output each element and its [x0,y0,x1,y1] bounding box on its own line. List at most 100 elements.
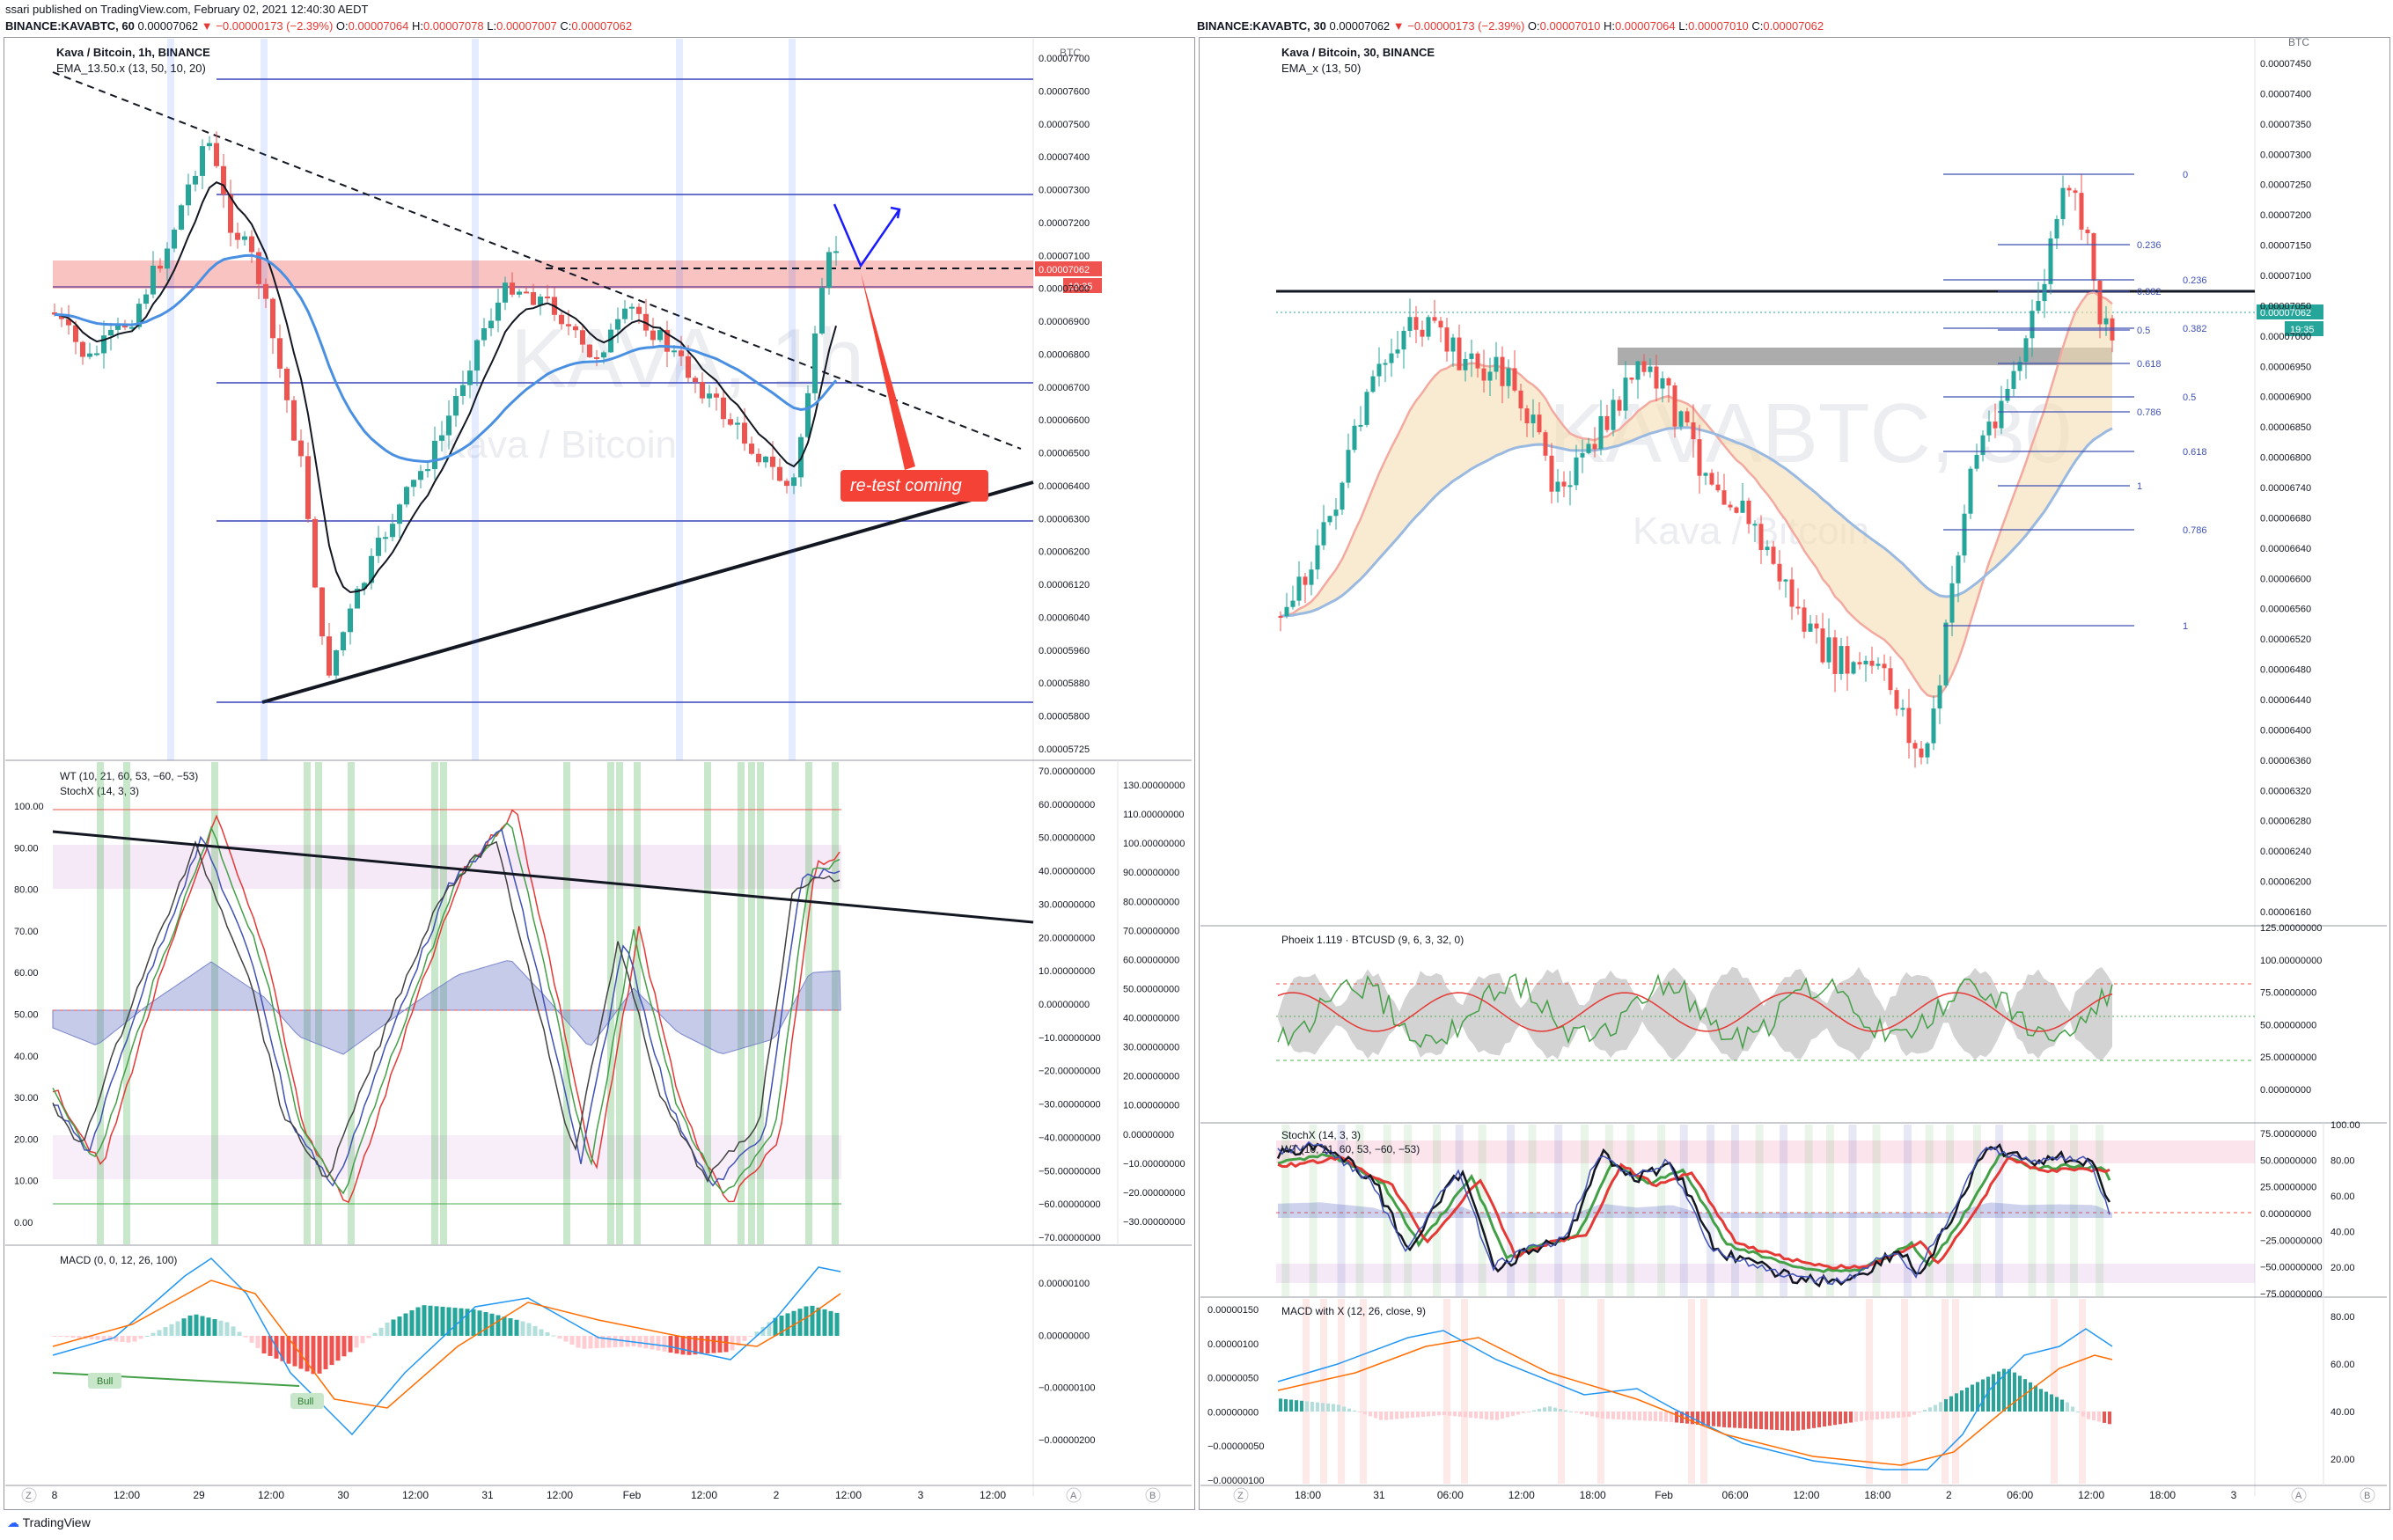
auto-scale-button[interactable] [2291,1487,2307,1503]
axis-tick-label: 40.00000000 [1039,867,1095,877]
axis-tick-label: 0.00 [14,1218,33,1228]
left-osc-black-line [52,840,840,1184]
macd-bar [2071,1406,2074,1412]
axis-tick-label: 0.00006640 [2260,544,2311,554]
axis-tick-label: 0.00007600 [1039,86,1090,97]
macd-bar [1828,1412,1831,1426]
right-chart-panel[interactable] [1199,37,2390,1510]
signal-band [1626,1125,1635,1296]
left-osc-axes[interactable]: 100.00 90.00 80.00 70.00 60.00 50.00 40.00 30.0… [14,766,1185,1243]
axis-tick-label: −20.00000000 [1039,1067,1101,1077]
candle-body [1962,513,1967,556]
right-stoch-blue-line [1277,1140,2110,1286]
signal-band [1730,1125,1739,1296]
log-scale-button[interactable] [2360,1487,2375,1503]
signal-band [1338,1299,1345,1484]
time-tick-label: 12:00 [980,1489,1006,1501]
zoom-button[interactable] [1233,1487,1249,1503]
candle-body [263,283,268,299]
signal-band [1383,1125,1391,1296]
tradingview-logo-icon: ☁ [7,1515,19,1529]
macd-bar [1955,1393,1958,1412]
time-tick-label: 18:00 [2149,1489,2176,1501]
fib-label: 1 [2137,481,2142,492]
candle-body [742,422,747,444]
axis-tick-label: 0.00006900 [1039,317,1090,327]
candle-body [1321,522,1326,546]
auto-scale-button[interactable] [1066,1487,1082,1503]
right-macd-label: MACD with X (12, 26, close, 9) [1281,1305,1426,1317]
macd-bar [261,1336,267,1353]
macd-bar [779,1316,784,1336]
macd-bar [144,1335,150,1337]
candle-body [453,395,459,416]
candle-body [214,143,219,166]
candle-body [172,229,177,249]
right-price-axis[interactable]: 0.00007450 0.00007400 0.00007350 0.00007300… [2260,59,2311,918]
candle-body [312,518,318,588]
macd-bar [804,1306,809,1336]
fib-label: 0.382 [2137,287,2162,297]
left-price-axis[interactable]: 0.00007700 0.00007600 0.00007500 0.00007400… [1039,54,1090,755]
macd-bar [650,1336,655,1350]
macd-bar [1802,1412,1805,1430]
right-high: 0.00007064 [1614,19,1676,33]
left-close: 0.00007062 [571,19,633,33]
signal-band [1848,1125,1857,1296]
candle-body [341,632,346,650]
time-tick-label: 12:00 [258,1489,284,1501]
tradingview-brand-text: TradingView [22,1515,91,1529]
right-stoch-axes[interactable]: 75.00000000 50.00000000 25.00000000 0.00000… [2260,1120,2360,1300]
header-bar: ssari published on TradingView.com, Febr… [0,0,2393,35]
macd-bar [1733,1412,1736,1428]
time-tick-label: 31 [481,1489,494,1501]
right-phoeix-axis[interactable]: 125.00000000 100.00000000 75.00000000 50.00… [2260,923,2322,1096]
publisher-info: ssari published on TradingView.com, Febr… [5,3,369,16]
macd-bar [1279,1398,1282,1412]
log-scale-button[interactable] [1145,1487,1161,1503]
axis-tick-label: 130.00000000 [1123,781,1185,791]
macd-bar [1897,1412,1900,1419]
candle-body [101,335,106,354]
axis-tick-label: 50.00000000 [1123,984,1179,994]
candle-body [1912,743,1918,749]
candle-body [510,282,515,295]
macd-bar [459,1308,464,1336]
macd-bar [2108,1412,2111,1425]
macd-bar [422,1305,427,1336]
right-macd-axis[interactable]: 0.00000150 0.00000100 0.00000050 0.00000000… [1208,1305,2355,1486]
candle-body [524,291,529,294]
right-ema-slow-line [1280,426,2113,618]
candle-body [179,205,184,230]
candle-body [1475,353,1480,369]
left-macd-axis[interactable]: 0.00000100 0.00000000 −0.00000100 −0.000002… [1039,1279,1096,1446]
right-time-axis[interactable]: 18:00 31 06:00 12:00 18:00 Feb 06:00 12:00 18:00… [1295,1489,2237,1501]
candle-body [728,419,733,425]
left-time-axis[interactable]: 8 12:00 29 12:00 30 12:00 31 12:00 Feb 12:00 2 12:0… [52,1489,1007,1501]
macd-bar [1817,1412,1821,1427]
candle-body [1814,623,1819,629]
signal-band [757,762,764,1244]
macd-bar [767,1322,772,1336]
axis-tick-label: 0.00007450 [2260,59,2311,70]
axis-tick-label: −0.00000100 [1208,1476,1265,1486]
candle-body [545,297,550,299]
candle-body [298,440,304,457]
tradingview-brand[interactable]: ☁ TradingView [7,1515,91,1530]
candle-body [355,588,360,609]
candle-body [756,453,761,463]
time-tick-label: 06:00 [1437,1489,1464,1501]
highlight-band [167,39,174,760]
right-symbol: BINANCE:KAVABTC, 30 [1197,19,1326,33]
candle-body [2097,280,2103,325]
zoom-button[interactable] [21,1487,37,1503]
axis-tick-label: −60.00000000 [1039,1199,1101,1210]
macd-bar [1379,1412,1383,1420]
right-phoeix-green-line [1277,973,2113,1051]
candle-body [791,477,796,487]
axis-tick-label: 80.00 [14,885,39,896]
time-tick-label: 29 [193,1489,205,1501]
axis-tick-label: 30.00000000 [1039,899,1095,910]
candle-body [1771,546,1776,564]
